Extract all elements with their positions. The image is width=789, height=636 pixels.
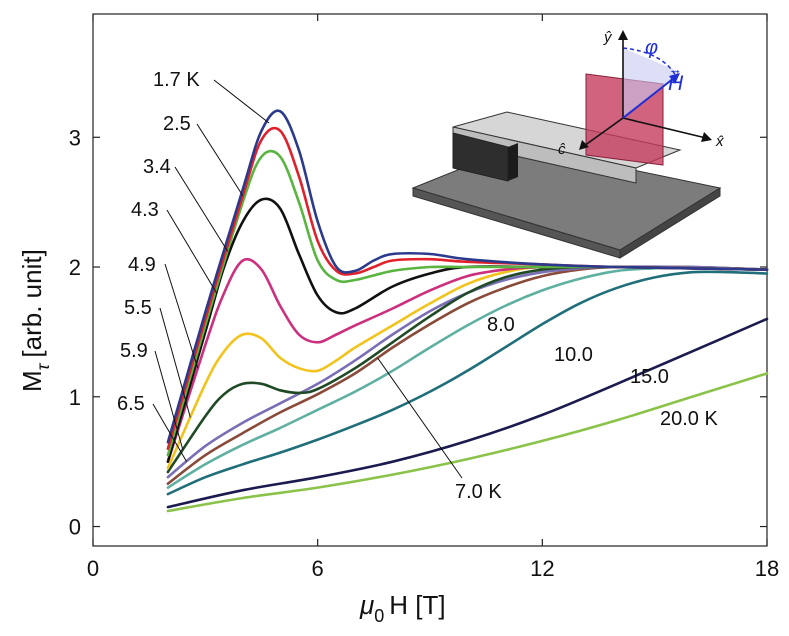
inset-field-arrowhead: [669, 73, 680, 84]
series-label-8-0: 8.0: [487, 314, 515, 336]
inset-c-label: ĉ: [558, 141, 566, 158]
series-label-2-5: 2.5: [163, 113, 191, 135]
inset-angle-arc: [622, 47, 677, 77]
inset-c-arrowhead: [579, 140, 589, 150]
leader-line: [152, 403, 188, 462]
x-tick-label: 12: [530, 556, 554, 581]
inset-angle-label: φ: [645, 37, 658, 59]
series-label-20-0: 20.0 K: [660, 408, 718, 430]
y-tick-label: 0: [69, 515, 81, 540]
series-label-15-0: 15.0: [630, 366, 669, 388]
series-line-3-4: [166, 149, 769, 457]
series-line-1-7-K: [166, 109, 769, 444]
leader-line: [196, 123, 244, 196]
series-line-10-0: [166, 270, 769, 496]
inset-block-side: [508, 143, 518, 181]
leader-line: [154, 350, 184, 450]
curve-labels: 1.7 K 2.5 3.4 4.3 4.9 5.5 5.9 6.5 7.0 K …: [117, 69, 718, 503]
inset-field-vector: [622, 77, 675, 119]
series-line-8-0: [166, 265, 769, 489]
inset-base-side: [619, 187, 721, 259]
leader-line: [166, 209, 217, 294]
inset-x-label: x̂: [715, 133, 724, 150]
series-layer: [166, 109, 769, 513]
y-axis-label: Mτ[arb. unit]: [17, 249, 53, 392]
leader-line: [159, 307, 191, 418]
leader-line: [174, 166, 229, 252]
series-label-7-0: 7.0 K: [455, 481, 502, 503]
sample-schematic-inset: ŷ x̂ ĉ φ H →: [411, 29, 724, 259]
inset-field-label: H: [668, 72, 684, 95]
series-line-20-0-K: [166, 372, 769, 513]
series-label-6-5: 6.5: [117, 393, 145, 415]
inset-field-arrow-glyph: →: [668, 61, 682, 77]
series-label-5-9: 5.9: [120, 340, 148, 362]
inset-angle-wedge: [623, 48, 680, 118]
x-tick-label: 0: [87, 556, 99, 581]
x-tick-label: 6: [312, 556, 324, 581]
inset-c-axis: [583, 117, 624, 147]
y-tick-label: 2: [69, 255, 81, 280]
inset-y-arrowhead: [618, 30, 628, 40]
inset-x-arrowhead: [701, 132, 712, 142]
inset-x-axis: [622, 117, 707, 139]
leader-line: [213, 79, 270, 124]
inset-y-label: ŷ: [603, 29, 613, 46]
leader-line: [164, 263, 199, 369]
x-tick-label: 18: [755, 556, 779, 581]
series-line-15-0: [166, 317, 769, 509]
series-label-3-4: 3.4: [143, 156, 171, 178]
series-label-1-7: 1.7 K: [153, 69, 200, 91]
leader-line: [377, 357, 463, 479]
y-tick-label: 3: [69, 125, 81, 150]
y-tick-label: 1: [69, 385, 81, 410]
series-label-10-0: 10.0: [554, 344, 593, 366]
label-leader-lines: [152, 79, 463, 479]
x-axis-label: μ0 H [T]: [359, 590, 446, 626]
series-label-4-3: 4.3: [131, 199, 159, 221]
series-label-5-5: 5.5: [124, 297, 152, 319]
series-label-4-9: 4.9: [128, 254, 156, 276]
